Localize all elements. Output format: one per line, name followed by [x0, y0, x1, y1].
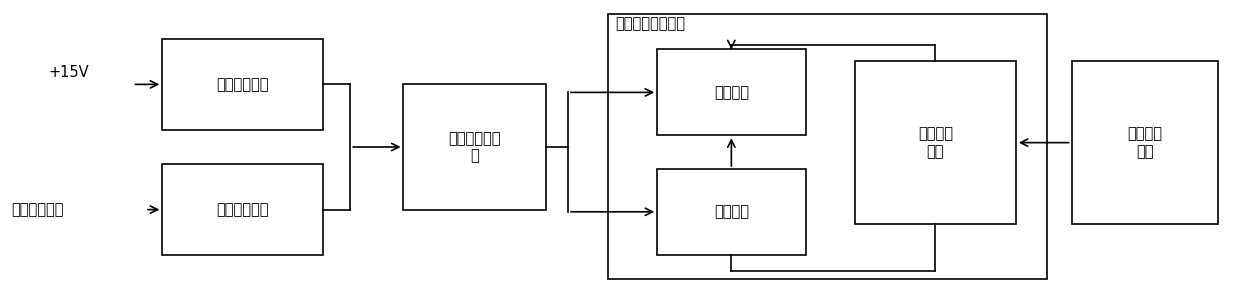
Text: 低压储能模块: 低压储能模块: [217, 77, 269, 92]
Text: 放电使能信号: 放电使能信号: [11, 202, 63, 217]
Text: 高低压隔离模
块: 高低压隔离模 块: [449, 131, 501, 163]
Text: 控制单元: 控制单元: [714, 204, 749, 219]
Bar: [162, 39, 324, 130]
Bar: [162, 164, 324, 255]
Bar: [608, 14, 1047, 279]
Text: 放电单元: 放电单元: [714, 85, 749, 100]
Text: 母线支撑
电容: 母线支撑 电容: [918, 126, 954, 159]
Bar: [856, 61, 1016, 224]
Text: 电池管理
系统: 电池管理 系统: [1127, 126, 1162, 159]
Bar: [657, 49, 806, 135]
Bar: [657, 169, 806, 255]
Bar: [403, 84, 546, 210]
Bar: [1071, 61, 1218, 224]
Text: 开关控制放电模块: 开关控制放电模块: [615, 16, 684, 31]
Text: 低压控制模块: 低压控制模块: [217, 202, 269, 217]
Text: +15V: +15V: [48, 65, 89, 80]
